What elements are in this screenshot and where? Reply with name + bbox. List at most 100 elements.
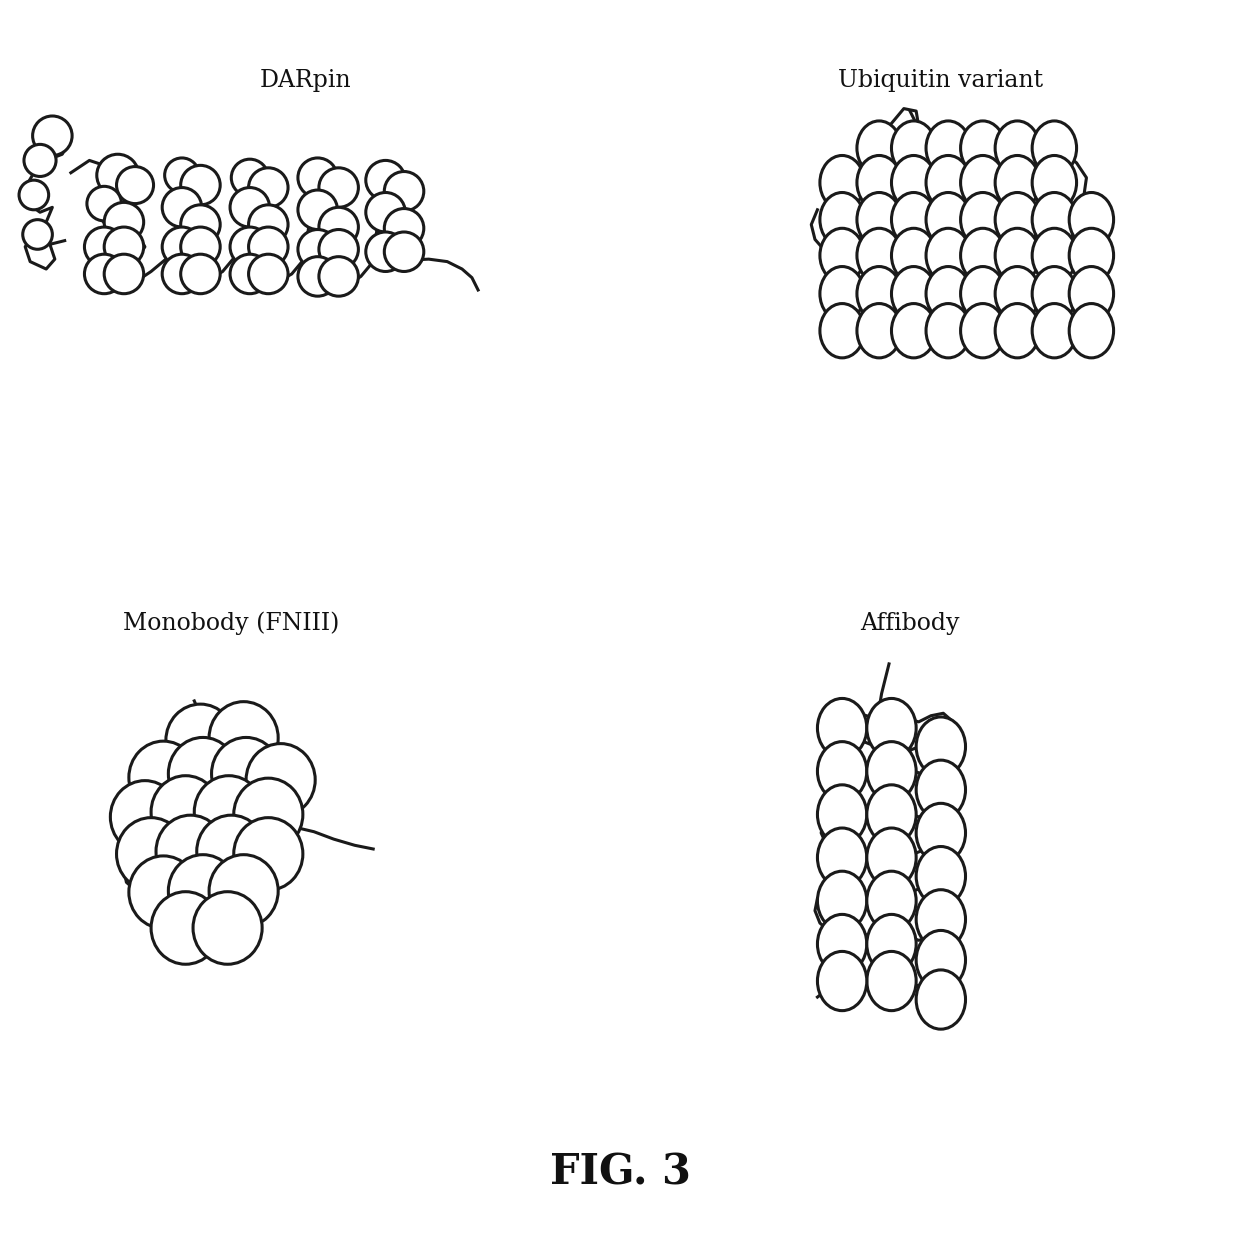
Ellipse shape — [298, 230, 337, 269]
Ellipse shape — [916, 930, 966, 990]
Ellipse shape — [366, 160, 405, 200]
Ellipse shape — [193, 892, 262, 964]
Ellipse shape — [248, 254, 288, 294]
Ellipse shape — [1032, 155, 1076, 210]
Ellipse shape — [916, 803, 966, 863]
Ellipse shape — [996, 267, 1039, 321]
Ellipse shape — [820, 267, 864, 321]
Text: Ubiquitin variant: Ubiquitin variant — [838, 69, 1043, 91]
Ellipse shape — [996, 193, 1039, 247]
Ellipse shape — [961, 121, 1004, 175]
Ellipse shape — [996, 228, 1039, 283]
Ellipse shape — [246, 744, 315, 816]
Ellipse shape — [820, 228, 864, 283]
Ellipse shape — [181, 165, 221, 205]
Ellipse shape — [162, 188, 202, 227]
Ellipse shape — [817, 785, 867, 844]
Ellipse shape — [231, 254, 269, 294]
Ellipse shape — [195, 776, 263, 848]
Ellipse shape — [319, 168, 358, 207]
Ellipse shape — [961, 155, 1004, 210]
Ellipse shape — [248, 205, 288, 244]
Ellipse shape — [1032, 228, 1076, 283]
Ellipse shape — [916, 970, 966, 1029]
Ellipse shape — [926, 267, 971, 321]
Ellipse shape — [892, 304, 936, 358]
Ellipse shape — [248, 227, 288, 267]
Ellipse shape — [197, 816, 265, 887]
Text: Monobody (FNIII): Monobody (FNIII) — [123, 611, 340, 636]
Ellipse shape — [117, 818, 186, 890]
Ellipse shape — [210, 702, 278, 774]
Ellipse shape — [84, 254, 124, 294]
Ellipse shape — [817, 742, 867, 801]
Ellipse shape — [961, 193, 1004, 247]
Ellipse shape — [926, 228, 971, 283]
Ellipse shape — [1032, 121, 1076, 175]
Ellipse shape — [384, 172, 424, 211]
Ellipse shape — [867, 914, 916, 974]
Ellipse shape — [817, 828, 867, 887]
Ellipse shape — [996, 304, 1039, 358]
Text: DARpin: DARpin — [259, 69, 351, 91]
Ellipse shape — [169, 855, 238, 927]
Ellipse shape — [384, 232, 424, 271]
Ellipse shape — [820, 304, 864, 358]
Ellipse shape — [298, 190, 337, 230]
Ellipse shape — [231, 227, 269, 267]
Ellipse shape — [298, 158, 337, 197]
Ellipse shape — [32, 116, 72, 155]
Ellipse shape — [916, 760, 966, 819]
Ellipse shape — [867, 785, 916, 844]
Ellipse shape — [867, 698, 916, 758]
Ellipse shape — [817, 951, 867, 1011]
Text: Affibody: Affibody — [861, 612, 960, 634]
Ellipse shape — [857, 228, 901, 283]
Ellipse shape — [867, 951, 916, 1011]
Ellipse shape — [892, 193, 936, 247]
Ellipse shape — [857, 155, 901, 210]
Ellipse shape — [129, 742, 198, 813]
Ellipse shape — [817, 914, 867, 974]
Ellipse shape — [156, 816, 226, 887]
Ellipse shape — [857, 267, 901, 321]
Ellipse shape — [817, 698, 867, 758]
Ellipse shape — [162, 254, 202, 294]
Ellipse shape — [1069, 304, 1114, 358]
Ellipse shape — [319, 230, 358, 269]
Ellipse shape — [165, 158, 200, 193]
Ellipse shape — [234, 779, 303, 850]
Ellipse shape — [181, 254, 221, 294]
Ellipse shape — [319, 257, 358, 296]
Ellipse shape — [892, 267, 936, 321]
Ellipse shape — [916, 890, 966, 949]
Ellipse shape — [129, 856, 198, 928]
Ellipse shape — [181, 205, 221, 244]
Ellipse shape — [104, 227, 144, 267]
Ellipse shape — [996, 121, 1039, 175]
Ellipse shape — [1032, 267, 1076, 321]
Ellipse shape — [1032, 193, 1076, 247]
Ellipse shape — [867, 742, 916, 801]
Ellipse shape — [366, 232, 405, 271]
Ellipse shape — [820, 155, 864, 210]
Ellipse shape — [857, 121, 901, 175]
Ellipse shape — [817, 871, 867, 930]
Ellipse shape — [212, 738, 280, 810]
Ellipse shape — [1032, 304, 1076, 358]
Ellipse shape — [820, 193, 864, 247]
Ellipse shape — [916, 717, 966, 776]
Ellipse shape — [867, 871, 916, 930]
Ellipse shape — [298, 257, 337, 296]
Ellipse shape — [24, 144, 56, 176]
Ellipse shape — [384, 209, 424, 248]
Ellipse shape — [210, 855, 278, 927]
Ellipse shape — [84, 227, 124, 267]
Ellipse shape — [248, 168, 288, 207]
Ellipse shape — [104, 254, 144, 294]
Ellipse shape — [104, 202, 144, 242]
Ellipse shape — [892, 228, 936, 283]
Ellipse shape — [366, 193, 405, 232]
Ellipse shape — [926, 155, 971, 210]
Ellipse shape — [867, 828, 916, 887]
